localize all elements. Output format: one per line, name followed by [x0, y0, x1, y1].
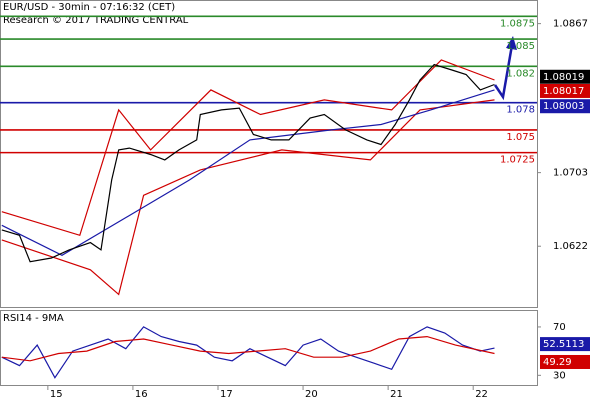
price-tag-label: 52.5113: [543, 339, 584, 350]
x-tick-label: 22: [475, 389, 488, 400]
level-label: 1.0725: [500, 155, 535, 166]
price-frame: [0, 0, 538, 308]
level-label: 1.075: [506, 132, 535, 143]
level-label: 1.0875: [500, 18, 535, 29]
forecast-arrowhead: [506, 36, 517, 50]
level-label: 1.078: [506, 105, 535, 116]
price-tag: [540, 354, 590, 369]
series-line: [1, 335, 495, 362]
x-tick-label: 21: [390, 389, 403, 400]
series-line: [1, 326, 495, 379]
y-tick-label: 1.0703: [553, 168, 588, 179]
price-tag: [540, 99, 590, 114]
y-tick-label: 1.0622: [553, 241, 588, 252]
x-tick-label: 16: [135, 389, 148, 400]
series-line: [1, 63, 495, 263]
price-tag-label: 1.08017: [543, 86, 584, 97]
price-tag: [540, 337, 590, 352]
y-tick-label: 1.0867: [553, 19, 588, 30]
forecast-arrow: [493, 44, 514, 101]
chart-subtitle: Research © 2017 TRADING CENTRAL: [3, 15, 189, 26]
series-line: [1, 59, 495, 237]
price-tag-label: 49.29: [543, 357, 572, 368]
chart-title: EUR/USD - 30min - 07:16:32 (CET): [3, 2, 175, 13]
x-tick-label: 20: [305, 389, 318, 400]
y-tick-label: 30: [553, 370, 566, 381]
x-tick-label: 17: [220, 389, 233, 400]
x-tick-label: 15: [50, 389, 63, 400]
rsi-frame: [0, 310, 538, 386]
level-label: 1.082: [506, 68, 535, 79]
rsi-title: RSI14 - 9MA: [3, 313, 64, 324]
level-label: 1.085: [506, 41, 535, 52]
series-line: [1, 89, 495, 256]
price-tag: [540, 83, 590, 98]
price-tag: [540, 69, 590, 84]
y-tick-label: 70: [553, 322, 566, 333]
series-line: [1, 99, 495, 296]
price-tag-label: 1.08003: [543, 101, 584, 112]
price-tag-label: 1.08019: [543, 72, 584, 83]
